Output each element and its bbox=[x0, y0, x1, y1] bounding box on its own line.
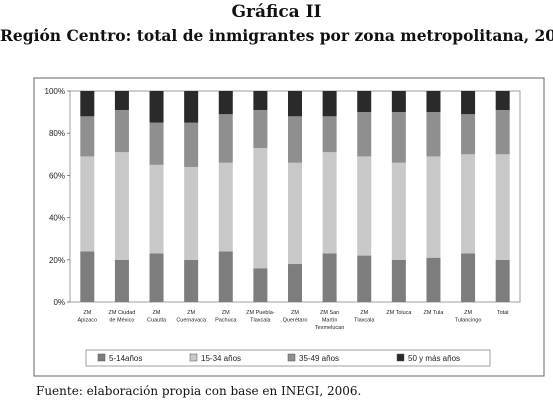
chart-subtitle: Región Centro: total de inmigrantes por … bbox=[0, 26, 553, 45]
bar-segment bbox=[322, 152, 337, 254]
x-tick-label: ZM bbox=[187, 310, 195, 316]
bar-segment bbox=[495, 259, 510, 302]
x-tick-label: Pachuca bbox=[215, 318, 237, 324]
bar-segment bbox=[218, 251, 233, 302]
bar-segment bbox=[322, 253, 337, 302]
bar-segment bbox=[149, 122, 164, 165]
bar-segment bbox=[218, 114, 233, 163]
bar-segment bbox=[253, 147, 268, 269]
bar-segment bbox=[495, 154, 510, 260]
x-tick-label: Cuautla bbox=[147, 318, 167, 324]
x-tick-label: Cuernavaca bbox=[176, 318, 207, 324]
bar-segment bbox=[391, 91, 406, 113]
bar-segment bbox=[114, 91, 129, 110]
y-tick-label: 60% bbox=[49, 171, 65, 180]
x-tick-label: Total bbox=[497, 310, 509, 316]
bar-segment bbox=[80, 156, 95, 252]
bar-segment bbox=[461, 253, 476, 302]
legend-swatch bbox=[189, 353, 198, 362]
x-tick-label: de México bbox=[109, 318, 134, 324]
bar-segment bbox=[184, 259, 199, 302]
bar-segment bbox=[114, 152, 129, 260]
bar-segment bbox=[426, 112, 441, 157]
legend-swatch bbox=[287, 353, 296, 362]
bar-segment bbox=[426, 257, 441, 302]
x-tick-label: ZM bbox=[222, 310, 230, 316]
x-tick-label: Apizaco bbox=[78, 318, 98, 324]
bar-segment bbox=[149, 164, 164, 254]
bar-segment bbox=[426, 91, 441, 113]
chart-title: Gráfica II bbox=[231, 2, 322, 22]
bar-segment bbox=[149, 253, 164, 302]
x-tick-label: ZM San bbox=[320, 310, 339, 316]
source-note: Fuente: elaboración propia con base en I… bbox=[36, 384, 362, 398]
bar-segment bbox=[288, 162, 302, 265]
bar-segment bbox=[218, 162, 233, 252]
y-tick-label: 40% bbox=[49, 214, 65, 223]
bar-segment bbox=[461, 154, 476, 254]
x-tick-label: Tulancingo bbox=[455, 318, 482, 324]
x-tick-label: Tlaxcala bbox=[250, 318, 271, 324]
legend-label: 15-34 años bbox=[201, 354, 241, 363]
x-tick-label: ZM bbox=[291, 310, 299, 316]
bar-segment bbox=[114, 109, 129, 153]
y-tick-label: 20% bbox=[49, 256, 65, 265]
bar-segment bbox=[253, 268, 268, 302]
bar-segment bbox=[461, 91, 476, 115]
y-axis: 0% 20% 40% 60% 80% 100% bbox=[45, 87, 70, 307]
legend: 5-14años 15-34 años 35-49 años 50 y más año… bbox=[97, 353, 460, 363]
x-tick-label: Tlaxcala bbox=[354, 318, 375, 324]
bar-segment bbox=[426, 156, 441, 258]
x-tick-label: ZM bbox=[83, 310, 91, 316]
bar-segment bbox=[184, 166, 199, 260]
y-tick-label: 80% bbox=[49, 129, 65, 138]
x-tick-label: ZM bbox=[153, 310, 161, 316]
x-axis: ZM Apizaco ZM Ciudad de México ZM Cuautla ZM Cu… bbox=[78, 310, 509, 331]
bar-segment bbox=[80, 116, 95, 157]
bars bbox=[80, 91, 510, 302]
bar-segment bbox=[253, 109, 268, 148]
bar-segment bbox=[461, 114, 476, 155]
bar-segment bbox=[391, 259, 406, 302]
bar-segment bbox=[218, 91, 233, 115]
x-tick-label: ZM Ciudad bbox=[108, 310, 135, 316]
bar-segment bbox=[391, 112, 406, 163]
bar-segment bbox=[149, 91, 164, 123]
legend-swatch bbox=[97, 353, 106, 362]
y-tick-label: 0% bbox=[53, 298, 65, 307]
bar-segment bbox=[184, 91, 199, 123]
x-tick-label: ZM Tula bbox=[424, 310, 445, 316]
bar-segment bbox=[357, 156, 372, 256]
legend-label: 5-14años bbox=[109, 354, 142, 363]
bar-segment bbox=[114, 259, 129, 302]
bar-segment bbox=[80, 251, 95, 302]
x-tick-label: ZM bbox=[360, 310, 368, 316]
bar-segment bbox=[288, 116, 302, 163]
legend-label: 35-49 años bbox=[299, 354, 339, 363]
bar-segment bbox=[253, 91, 268, 110]
x-tick-label: ZM Puebla- bbox=[246, 310, 275, 316]
bar-segment bbox=[322, 116, 337, 153]
bar-segment bbox=[357, 91, 372, 113]
bar-segment bbox=[184, 122, 199, 167]
bar-segment bbox=[495, 91, 510, 110]
x-tick-label: Texmelucan bbox=[315, 325, 344, 331]
bar-segment bbox=[391, 162, 406, 260]
bar-segment bbox=[322, 91, 337, 117]
x-tick-label: Martín bbox=[322, 318, 338, 324]
legend-label: 50 y más años bbox=[408, 354, 460, 363]
bar-segment bbox=[357, 112, 372, 157]
bar-segment bbox=[495, 109, 510, 155]
y-tick-label: 100% bbox=[45, 87, 65, 96]
bar-segment bbox=[288, 264, 302, 302]
x-tick-label: ZM bbox=[464, 310, 472, 316]
legend-swatch bbox=[396, 353, 405, 362]
bar-segment bbox=[288, 91, 302, 117]
x-tick-label: ZM Toluca bbox=[386, 310, 412, 316]
bar-segment bbox=[80, 91, 95, 117]
bar-segment bbox=[357, 255, 372, 302]
x-tick-label: Querétaro bbox=[283, 318, 308, 324]
